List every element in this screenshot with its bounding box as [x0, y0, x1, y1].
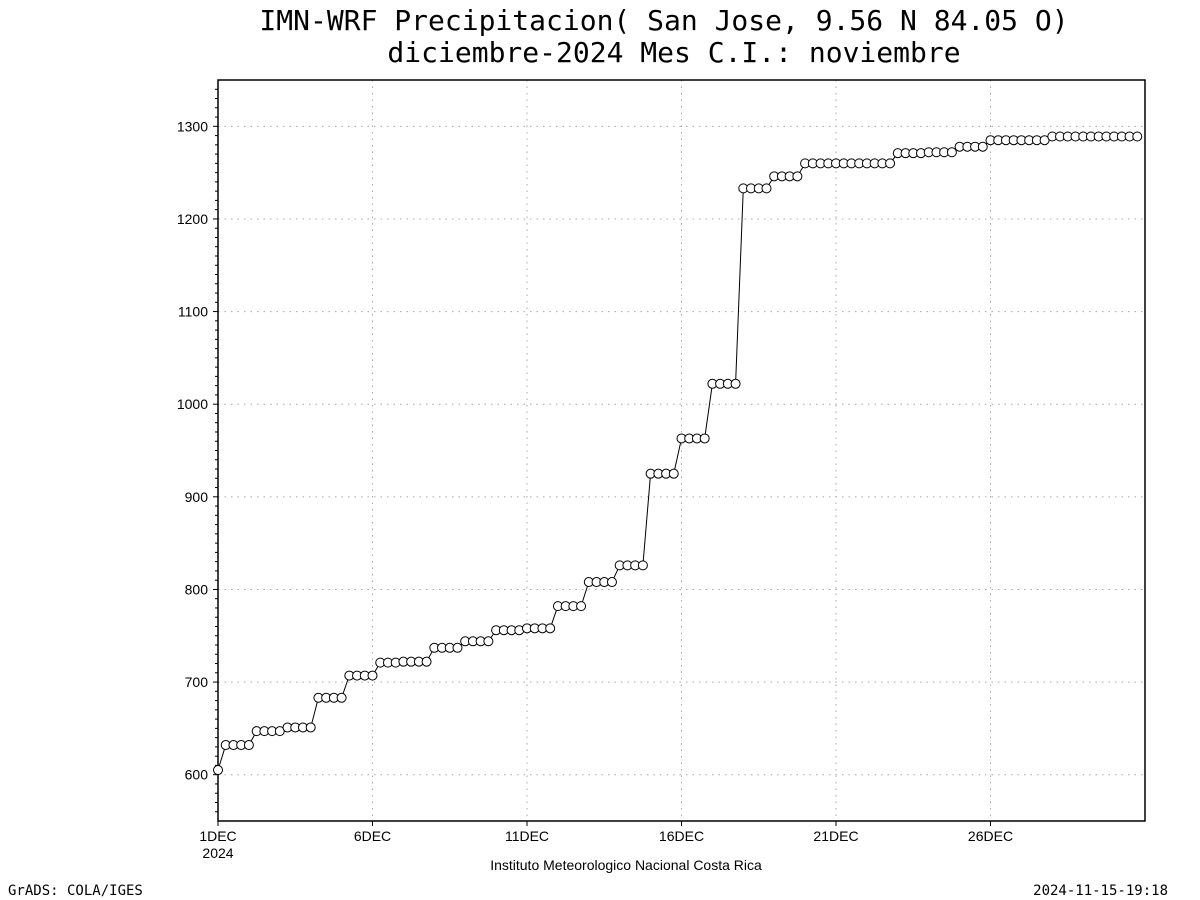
- footer-left-credit: GrADS: COLA/IGES: [8, 883, 143, 899]
- data-point: [730, 378, 741, 389]
- data-point: [213, 765, 223, 776]
- data-point: [761, 183, 772, 194]
- data-point: [885, 158, 896, 169]
- x-tick-label: 16DEC: [659, 828, 704, 844]
- series-layer: [213, 131, 1143, 776]
- x-tick-sublabel: 2024: [202, 845, 233, 861]
- data-point: [576, 601, 587, 612]
- y-tick-label: 1000: [177, 396, 208, 412]
- data-point: [336, 692, 347, 703]
- data-point: [668, 468, 679, 479]
- y-axis-ticks: 600 700 800 900 1000 1100 1200 1300: [177, 88, 218, 813]
- y-tick-label: 1300: [177, 118, 208, 134]
- grid-lines: [218, 80, 1145, 821]
- data-point: [1132, 131, 1143, 142]
- x-tick-label: 26DEC: [968, 828, 1013, 844]
- y-tick-label: 600: [185, 767, 209, 783]
- y-tick-label: 1200: [177, 211, 208, 227]
- data-point: [452, 642, 463, 653]
- data-point: [243, 740, 254, 751]
- y-tick-label: 900: [185, 489, 209, 505]
- data-point: [977, 141, 988, 152]
- data-point: [792, 171, 803, 182]
- chart-title: IMN-WRF Precipitacion( San Jose, 9.56 N …: [259, 4, 1068, 37]
- y-tick-label: 800: [185, 581, 209, 597]
- data-point: [483, 636, 494, 647]
- data-point: [545, 623, 556, 634]
- data-point: [421, 656, 432, 667]
- y-tick-label: 1100: [178, 304, 208, 320]
- data-point: [637, 560, 648, 571]
- x-tick-label: 6DEC: [354, 828, 391, 844]
- chart-subtitle: diciembre-2024 Mes C.I.: noviembre: [387, 36, 960, 69]
- data-point: [699, 433, 710, 444]
- x-tick-label: 11DEC: [505, 828, 549, 844]
- footer-timestamp: 2024-11-15-19:18: [1033, 883, 1168, 899]
- x-tick-label: 1DEC: [199, 828, 236, 844]
- y-tick-label: 700: [185, 674, 209, 690]
- data-point: [946, 147, 957, 158]
- x-axis-label: Instituto Meteorologico Nacional Costa R…: [490, 857, 762, 873]
- plot-frame: [217, 79, 1146, 822]
- data-point: [367, 670, 378, 681]
- x-tick-label: 21DEC: [813, 828, 858, 844]
- data-point: [606, 577, 617, 588]
- data-point: [305, 722, 316, 733]
